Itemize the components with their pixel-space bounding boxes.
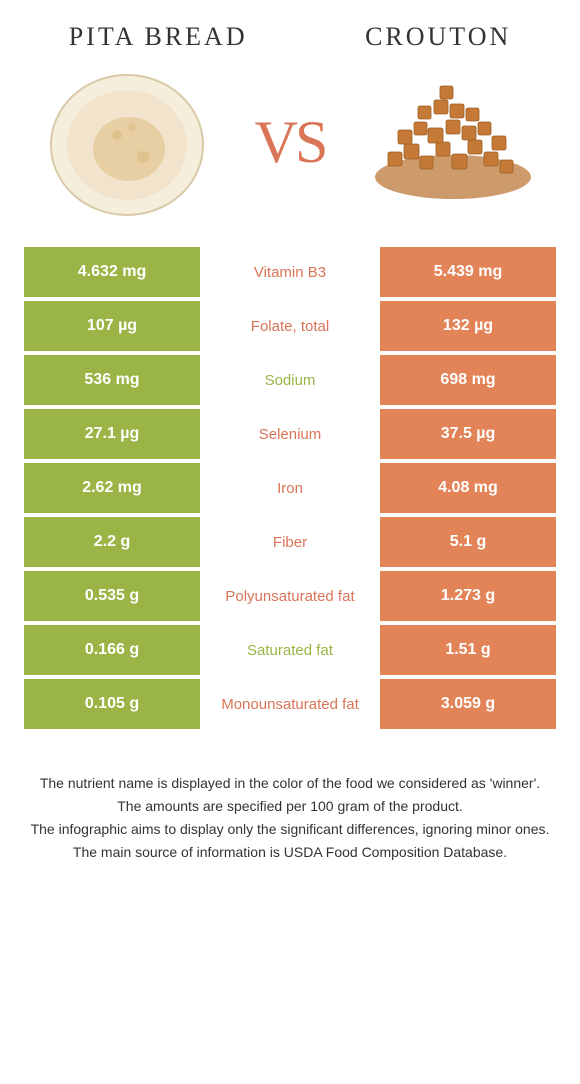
crouton-image <box>368 62 538 222</box>
cell-right-value: 37.5 µg <box>380 409 556 459</box>
cell-left-value: 2.2 g <box>24 517 200 567</box>
images-row: VS <box>0 57 580 247</box>
cell-nutrient-label: Fiber <box>200 517 380 567</box>
cell-right-value: 1.51 g <box>380 625 556 675</box>
table-row: 2.2 gFiber5.1 g <box>24 517 556 567</box>
table-row: 2.62 mgIron4.08 mg <box>24 463 556 513</box>
cell-nutrient-label: Polyunsaturated fat <box>200 571 380 621</box>
header: PITA BREAD CROUTON <box>0 0 580 57</box>
table-row: 0.166 gSaturated fat1.51 g <box>24 625 556 675</box>
cell-left-value: 107 µg <box>24 301 200 351</box>
cell-nutrient-label: Vitamin B3 <box>200 247 380 297</box>
table-row: 536 mgSodium698 mg <box>24 355 556 405</box>
cell-left-value: 0.166 g <box>24 625 200 675</box>
cell-right-value: 5.1 g <box>380 517 556 567</box>
table-row: 0.105 gMonounsaturated fat3.059 g <box>24 679 556 729</box>
cell-right-value: 698 mg <box>380 355 556 405</box>
table-row: 0.535 gPolyunsaturated fat1.273 g <box>24 571 556 621</box>
footer-line: The infographic aims to display only the… <box>28 819 552 840</box>
footer-line: The nutrient name is displayed in the co… <box>28 773 552 794</box>
title-right: CROUTON <box>365 22 511 52</box>
cell-left-value: 0.105 g <box>24 679 200 729</box>
cell-left-value: 4.632 mg <box>24 247 200 297</box>
footer-line: The amounts are specified per 100 gram o… <box>28 796 552 817</box>
cell-left-value: 536 mg <box>24 355 200 405</box>
cell-left-value: 27.1 µg <box>24 409 200 459</box>
cell-right-value: 4.08 mg <box>380 463 556 513</box>
cell-nutrient-label: Saturated fat <box>200 625 380 675</box>
table-row: 4.632 mgVitamin B35.439 mg <box>24 247 556 297</box>
cell-nutrient-label: Iron <box>200 463 380 513</box>
table-row: 107 µgFolate, total132 µg <box>24 301 556 351</box>
cell-nutrient-label: Selenium <box>200 409 380 459</box>
cell-nutrient-label: Sodium <box>200 355 380 405</box>
footer-text: The nutrient name is displayed in the co… <box>0 733 580 875</box>
cell-right-value: 132 µg <box>380 301 556 351</box>
cell-nutrient-label: Folate, total <box>200 301 380 351</box>
nutrition-table: 4.632 mgVitamin B35.439 mg107 µgFolate, … <box>0 247 580 729</box>
vs-label: VS <box>255 108 326 177</box>
cell-nutrient-label: Monounsaturated fat <box>200 679 380 729</box>
cell-right-value: 1.273 g <box>380 571 556 621</box>
title-left: PITA BREAD <box>69 22 248 52</box>
table-row: 27.1 µgSelenium37.5 µg <box>24 409 556 459</box>
pita-image <box>42 62 212 222</box>
cell-left-value: 2.62 mg <box>24 463 200 513</box>
cell-right-value: 5.439 mg <box>380 247 556 297</box>
cell-left-value: 0.535 g <box>24 571 200 621</box>
footer-line: The main source of information is USDA F… <box>28 842 552 863</box>
cell-right-value: 3.059 g <box>380 679 556 729</box>
